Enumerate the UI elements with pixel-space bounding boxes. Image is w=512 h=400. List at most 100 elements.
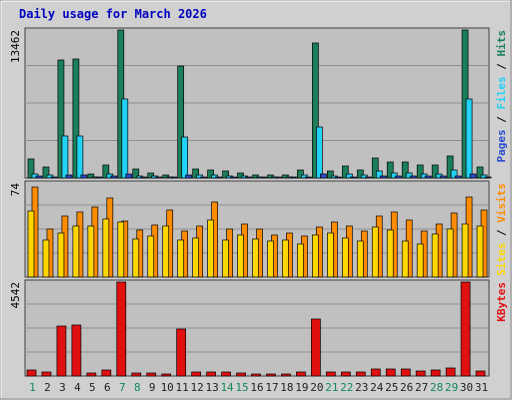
bar-kbytes-day-2 (41, 371, 52, 377)
bar-sites-day-8 (132, 238, 140, 278)
bar-hits-day-5 (87, 173, 95, 179)
bar-kbytes-day-5 (86, 372, 97, 377)
bar-kbytes-day-4 (71, 324, 82, 377)
bar-pages-day-18 (290, 176, 297, 179)
bar-hits-day-18 (282, 174, 289, 179)
bar-files-day-25 (390, 172, 398, 179)
bar-hits-day-12 (192, 168, 199, 179)
x-label-day-28: 28 (430, 381, 443, 394)
bar-sites-day-25 (386, 229, 394, 278)
bar-pages-day-17 (275, 176, 282, 179)
bar-hits-day-24 (371, 157, 379, 179)
bar-pages-day-26 (409, 175, 417, 179)
x-label-day-18: 18 (280, 381, 293, 394)
bar-files-day-2 (46, 174, 54, 179)
x-label-day-13: 13 (205, 381, 218, 394)
bar-pages-day-14 (230, 176, 237, 179)
bar-files-day-30 (465, 98, 473, 179)
bar-files-day-22 (345, 173, 353, 179)
legend-text: KBytes (495, 282, 508, 322)
legend-item-pages: Pages (495, 129, 508, 162)
bar-kbytes-day-13 (206, 371, 216, 377)
bar-files-day-4 (76, 135, 84, 179)
x-label-day-21: 21 (325, 381, 338, 394)
bar-pages-day-13 (215, 176, 222, 179)
x-axis-day-labels: 1 2 3 4 5 6 7 8 9 10 11 12 13 14 15 16 17 18 19 20 21 22 23 24 2… (29, 381, 488, 394)
bar-pages-day-2 (50, 176, 58, 179)
y-max-label: 4542 (9, 282, 22, 309)
bar-hits-day-1 (27, 158, 35, 179)
bar-kbytes-day-18 (281, 373, 291, 377)
bar-sites-day-30 (461, 223, 469, 278)
bar-sites-day-18 (282, 239, 289, 278)
bar-sites-day-2 (42, 239, 50, 278)
bar-pages-day-15 (245, 176, 252, 179)
bar-sites-day-7 (117, 221, 125, 278)
x-label-day-4: 4 (74, 381, 81, 394)
x-label-day-23: 23 (355, 381, 368, 394)
bar-pages-day-3 (65, 174, 73, 179)
bar-kbytes-day-31 (475, 370, 486, 377)
bar-pages-day-16 (260, 176, 267, 179)
x-label-day-20: 20 (310, 381, 323, 394)
bar-hits-day-10 (162, 174, 170, 179)
bar-kbytes-day-7 (116, 281, 127, 377)
x-label-day-12: 12 (191, 381, 204, 394)
bar-sites-day-19 (297, 243, 304, 278)
bar-kbytes-day-29 (445, 367, 456, 377)
x-label-day-7: 7 (119, 381, 126, 394)
bar-sites-day-12 (192, 237, 199, 278)
bar-hits-day-6 (102, 164, 110, 179)
bar-sites-day-28 (431, 233, 439, 278)
bar-files-day-23 (360, 174, 368, 179)
x-label-day-29: 29 (445, 381, 458, 394)
bar-sites-day-6 (102, 218, 110, 278)
bar-files-day-29 (450, 169, 458, 179)
bar-sites-day-14 (222, 239, 229, 278)
legend-item-files: Files (495, 76, 508, 109)
bar-kbytes-day-3 (56, 325, 67, 377)
bar-kbytes-day-19 (296, 371, 306, 377)
bar-sites-day-26 (401, 240, 409, 278)
bar-kbytes-day-20 (311, 318, 321, 377)
bar-kbytes-day-25 (385, 368, 396, 377)
bar-kbytes-day-11 (176, 328, 187, 377)
bar-files-day-24 (375, 170, 383, 179)
bar-kbytes-day-15 (236, 372, 246, 377)
bar-sites-day-11 (177, 239, 185, 278)
bar-hits-day-29 (446, 155, 454, 179)
bar-files-day-7 (121, 98, 129, 179)
x-label-day-22: 22 (340, 381, 353, 394)
bar-sites-day-20 (312, 234, 319, 278)
bar-pages-day-7 (125, 173, 133, 179)
x-label-day-14: 14 (220, 381, 234, 394)
bar-files-day-19 (301, 174, 308, 179)
x-label-day-10: 10 (161, 381, 174, 394)
legend-item-sites: Sites (495, 243, 508, 276)
x-label-day-5: 5 (89, 381, 96, 394)
bar-files-day-11 (181, 136, 189, 179)
bar-sites-day-23 (356, 240, 364, 278)
bar-kbytes-day-27 (415, 370, 426, 377)
x-label-day-31: 31 (475, 381, 488, 394)
bar-hits-day-27 (416, 164, 424, 179)
bar-sites-day-10 (162, 225, 170, 278)
x-label-day-19: 19 (295, 381, 308, 394)
bar-sites-day-16 (252, 238, 259, 278)
bar-hits-day-25 (386, 161, 394, 179)
bar-hits-day-11 (177, 65, 185, 179)
bar-hits-day-31 (476, 166, 484, 179)
legend-separator: / (495, 57, 508, 77)
bar-hits-day-9 (147, 172, 155, 179)
x-label-day-6: 6 (104, 381, 111, 394)
bar-pages-day-22 (349, 176, 357, 179)
bar-files-day-12 (196, 174, 203, 179)
bar-sites-day-24 (371, 226, 379, 278)
bar-hits-day-19 (297, 169, 304, 179)
legend-item-visits: Visits (495, 183, 508, 223)
bar-pages-day-11 (185, 174, 193, 179)
legend-panel-3: KBytes (495, 282, 508, 322)
bar-sites-day-21 (327, 232, 334, 278)
bar-kbytes-day-26 (400, 368, 411, 377)
